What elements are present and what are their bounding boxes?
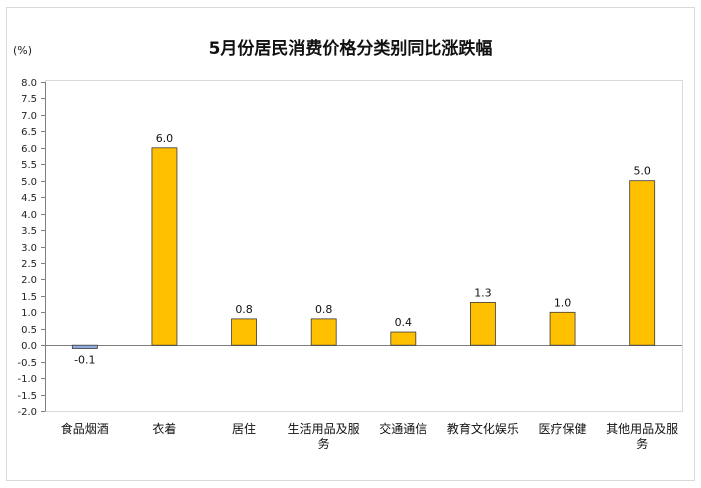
- y-tick-label: 4.0: [21, 210, 37, 221]
- y-tick-label: 6.0: [21, 144, 37, 155]
- y-tick-label: 5.5: [21, 160, 37, 171]
- y-tick-label: 5.0: [21, 177, 37, 188]
- y-tick-label: 7.5: [21, 94, 37, 105]
- data-label: 1.0: [554, 296, 572, 309]
- y-tick-label: 2.5: [21, 259, 37, 270]
- data-label: 5.0: [633, 165, 651, 178]
- data-label: 0.8: [315, 303, 333, 316]
- y-tick-label: 1.0: [21, 308, 37, 319]
- y-tick-label: -2.0: [17, 407, 37, 418]
- bar: [390, 331, 417, 346]
- y-tick-label: -1.5: [17, 391, 37, 402]
- y-tick-label: 1.5: [21, 292, 37, 303]
- bar: [231, 318, 257, 346]
- x-tick-label: 其他用品及服: [606, 422, 678, 436]
- bar: [71, 344, 98, 349]
- data-label: -0.1: [74, 353, 95, 366]
- x-tick-label: 务: [318, 436, 330, 451]
- data-label: 0.8: [235, 303, 253, 316]
- x-tick-label: 居住: [232, 422, 256, 436]
- chart-title: 5月份居民消费价格分类别同比涨跌幅: [208, 39, 493, 59]
- x-tick-label: 医疗保健: [539, 422, 587, 436]
- plot-border: [45, 80, 683, 412]
- y-tick-label: 7.0: [21, 111, 37, 122]
- bar: [629, 180, 656, 346]
- chart-frame: [6, 7, 695, 481]
- data-label: 6.0: [156, 132, 174, 145]
- y-tick-label: 0.5: [21, 325, 37, 336]
- bar: [470, 302, 496, 346]
- y-tick-label: 3.5: [21, 226, 37, 237]
- data-label: 0.4: [395, 316, 413, 329]
- y-tick-label: 4.5: [21, 193, 37, 204]
- x-tick-label: 务: [636, 436, 648, 451]
- x-tick-label: 教育文化娱乐: [447, 421, 519, 436]
- bar: [310, 318, 337, 346]
- y-tick-label: 2.0: [21, 275, 37, 286]
- data-label: 1.3: [474, 286, 492, 299]
- bar: [151, 147, 178, 346]
- y-unit-label: (%): [13, 44, 33, 57]
- x-tick-label: 衣着: [152, 421, 176, 436]
- bar: [549, 311, 576, 346]
- y-tick-label: 3.0: [21, 243, 37, 254]
- x-tick-label: 食品烟酒: [61, 421, 109, 436]
- y-tick-label: 6.5: [21, 127, 37, 138]
- x-tick-label: 生活用品及服: [288, 422, 360, 436]
- y-tick-label: 8.0: [21, 78, 37, 89]
- y-tick-label: 0.0: [21, 341, 37, 352]
- y-tick-label: -0.5: [17, 358, 37, 369]
- y-tick-label: -1.0: [17, 374, 37, 385]
- x-tick-label: 交通通信: [379, 421, 427, 436]
